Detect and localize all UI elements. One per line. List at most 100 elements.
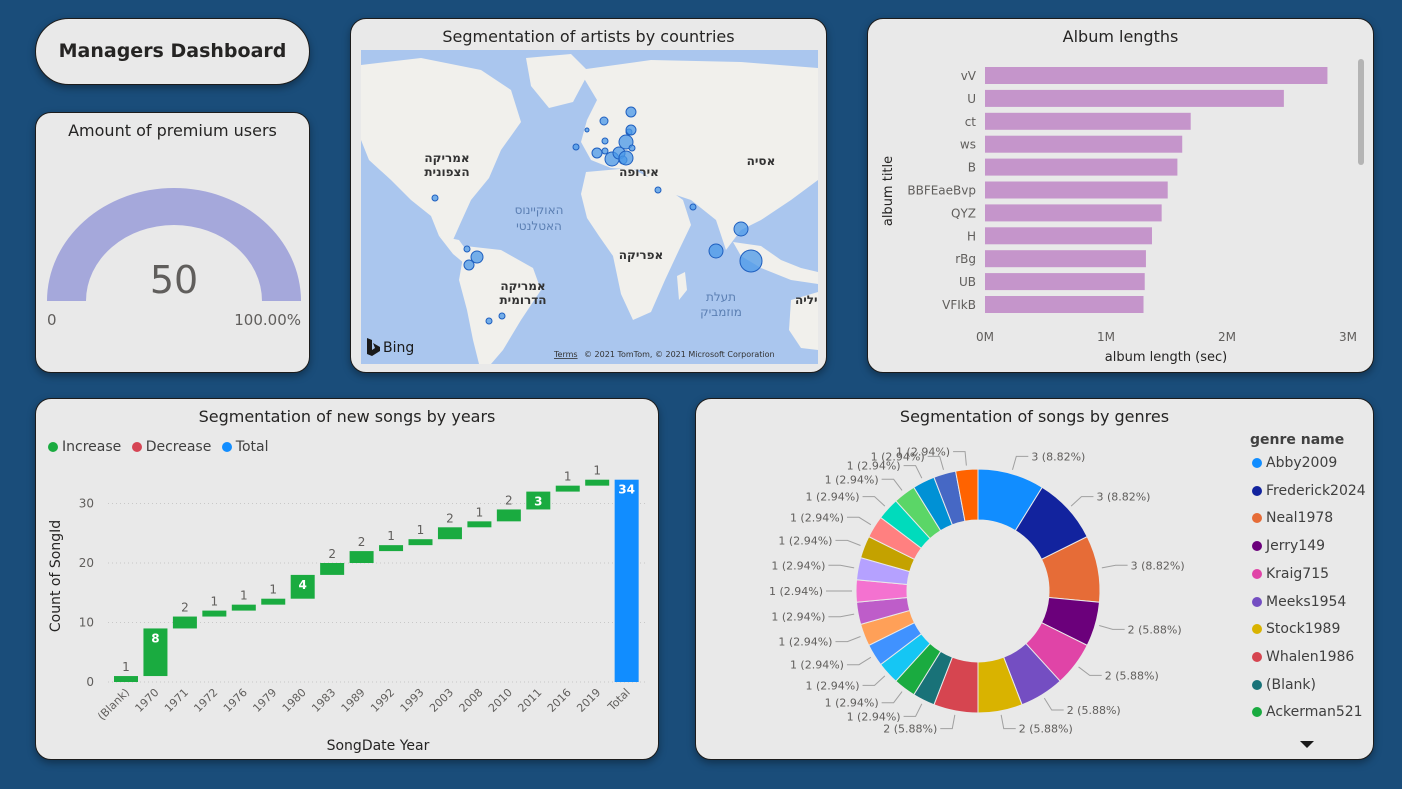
- years-y-tick: 0: [86, 675, 94, 689]
- artist-bubble[interactable]: [689, 203, 697, 211]
- genre-legend-item[interactable]: Stock1989: [1252, 621, 1340, 637]
- legend-decrease[interactable]: Decrease: [131, 439, 211, 455]
- artist-bubble[interactable]: [708, 243, 724, 259]
- artist-bubble[interactable]: [463, 245, 471, 253]
- waterfall-increase-bar[interactable]: [467, 521, 492, 528]
- genre-legend-item[interactable]: Frederick2024: [1252, 483, 1366, 499]
- legend-decrease-dot: [131, 442, 142, 452]
- album-category-label: UB: [959, 275, 976, 289]
- artist-bubble[interactable]: [618, 134, 634, 150]
- years-x-axis-title: SongDate Year: [327, 738, 430, 754]
- genre-legend-item[interactable]: (Blank): [1252, 677, 1316, 693]
- album-bar[interactable]: [985, 273, 1145, 291]
- waterfall-increase-bar[interactable]: [320, 563, 345, 575]
- album-bar[interactable]: [985, 204, 1162, 222]
- artist-bubble[interactable]: [485, 317, 493, 325]
- artist-bubble[interactable]: [470, 250, 484, 264]
- genre-legend-item[interactable]: Ackerman521: [1252, 704, 1363, 720]
- waterfall-increase-bar[interactable]: [261, 598, 286, 605]
- legend-total[interactable]: Total: [221, 439, 269, 455]
- genre-legend-item[interactable]: Neal1978: [1252, 510, 1333, 526]
- years-y-axis-title: Count of SongId: [48, 520, 64, 632]
- album-bar[interactable]: [985, 227, 1152, 245]
- songs-by-genres-chart[interactable]: 3 (8.82%) 3 (8.82%) 3 (8.82%) 2 (5.88%) 2 (5…: [696, 399, 1373, 759]
- artist-bubble[interactable]: [618, 150, 634, 166]
- genre-legend-title: genre name: [1250, 432, 1345, 448]
- genre-chart-title: Segmentation of songs by genres: [899, 407, 1170, 426]
- album-bar[interactable]: [985, 112, 1191, 130]
- artist-bubble[interactable]: [733, 221, 749, 237]
- legend-increase[interactable]: Increase: [48, 439, 121, 455]
- waterfall-increase-bar[interactable]: [290, 574, 315, 599]
- artist-bubble[interactable]: [625, 124, 637, 136]
- years-chart-title: Segmentation of new songs by years: [198, 407, 496, 426]
- album-category-label: VFIkB: [942, 298, 976, 312]
- genre-legend-item[interactable]: Whalen1986: [1252, 649, 1354, 665]
- donut-data-label: 1 (2.94%): [806, 491, 860, 504]
- artist-bubble[interactable]: [572, 143, 580, 151]
- album-bar[interactable]: [985, 250, 1146, 268]
- genre-legend-item[interactable]: Kraig715: [1252, 566, 1329, 582]
- waterfall-increase-bar[interactable]: [437, 527, 462, 540]
- album-bar[interactable]: [985, 67, 1328, 84]
- album-bar[interactable]: [985, 181, 1168, 199]
- waterfall-data-label: 34: [618, 483, 635, 497]
- waterfall-increase-bar[interactable]: [526, 491, 551, 510]
- artist-bubble[interactable]: [584, 127, 590, 133]
- donut-data-label: 1 (2.94%): [825, 473, 879, 486]
- artist-bubble[interactable]: [498, 312, 506, 320]
- waterfall-increase-bar[interactable]: [379, 545, 404, 552]
- album-bar[interactable]: [985, 158, 1178, 176]
- artist-bubble[interactable]: [591, 147, 603, 159]
- waterfall-total-bar[interactable]: [614, 479, 639, 682]
- map-terms-link[interactable]: Terms: [553, 350, 578, 359]
- waterfall-increase-bar[interactable]: [408, 539, 433, 546]
- waterfall-increase-bar[interactable]: [143, 628, 168, 677]
- artist-bubble[interactable]: [431, 194, 439, 202]
- genre-legend-item[interactable]: Meeks1954: [1252, 594, 1346, 610]
- donut-slice[interactable]: [954, 468, 979, 522]
- waterfall-increase-bar[interactable]: [349, 551, 374, 563]
- waterfall-increase-bar[interactable]: [555, 485, 580, 492]
- album-bar[interactable]: [985, 296, 1144, 313]
- bing-label: Bing: [383, 340, 414, 356]
- artist-bubble[interactable]: [601, 137, 609, 145]
- artist-bubble[interactable]: [625, 106, 637, 118]
- label-atlantic-1: האוקיינוס: [515, 203, 564, 217]
- waterfall-increase-bar[interactable]: [202, 610, 227, 617]
- songs-by-years-card[interactable]: Segmentation of new songs by years Incre…: [35, 398, 659, 760]
- artist-bubble[interactable]: [599, 116, 609, 126]
- donut-data-label: 1 (2.94%): [871, 450, 925, 463]
- waterfall-increase-bar[interactable]: [172, 616, 197, 629]
- songs-by-genres-card[interactable]: Segmentation of songs by genres 3 (8.82%…: [695, 398, 1374, 760]
- artist-bubble[interactable]: [463, 259, 475, 271]
- artists-map-card[interactable]: Segmentation of artists by countries אמר…: [350, 18, 827, 373]
- artist-bubble[interactable]: [628, 144, 636, 152]
- waterfall-increase-bar[interactable]: [496, 509, 521, 522]
- artist-bubble[interactable]: [739, 249, 763, 273]
- waterfall-data-label: 4: [299, 578, 307, 592]
- gauge-title: Amount of premium users: [68, 121, 277, 140]
- waterfall-increase-bar[interactable]: [585, 479, 610, 486]
- artist-bubble[interactable]: [601, 147, 609, 155]
- world-map[interactable]: אמריקה הצפונית האוקיינוס האטלנטי אירופה …: [361, 50, 818, 364]
- premium-users-gauge-card[interactable]: Amount of premium users 50 0 100.00%: [35, 112, 310, 373]
- madagascar-land: [677, 272, 687, 300]
- legend-more-chevron-icon[interactable]: [1300, 741, 1314, 748]
- album-bar[interactable]: [985, 135, 1183, 153]
- album-category-label: ws: [960, 138, 976, 152]
- artist-bubble[interactable]: [654, 186, 662, 194]
- waterfall-increase-bar[interactable]: [114, 676, 138, 682]
- genre-legend-item[interactable]: Abby2009: [1252, 455, 1337, 471]
- album-chart-scrollbar[interactable]: [1358, 59, 1364, 165]
- genre-legend-item[interactable]: Jerry149: [1252, 538, 1325, 554]
- artist-bubbles[interactable]: [431, 106, 763, 325]
- genre-legend-label: Abby2009: [1266, 455, 1338, 471]
- donut-leader-line: [940, 714, 956, 730]
- album-bar[interactable]: [985, 89, 1284, 107]
- waterfall-increase-bar[interactable]: [231, 604, 256, 611]
- album-x-tick: 1M: [1097, 330, 1115, 344]
